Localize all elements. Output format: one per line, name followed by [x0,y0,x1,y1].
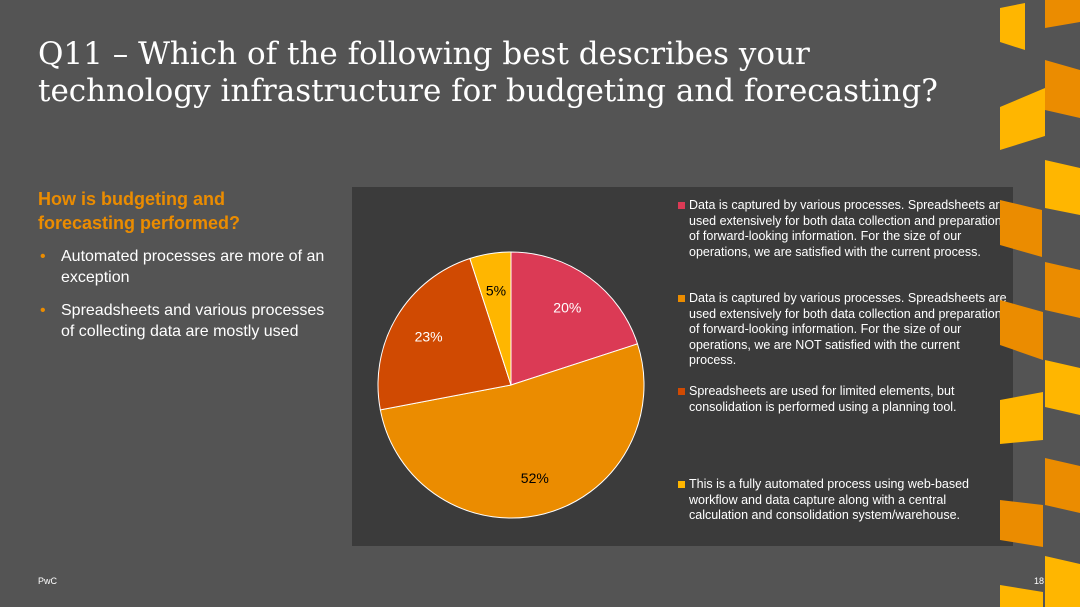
legend-label: Data is captured by various processes. S… [689,291,1007,367]
bullet-marker: • [40,248,46,265]
legend-swatch [678,388,685,395]
pie-data-label: 5% [486,282,506,298]
legend-item-satisfied: Data is captured by various processes. S… [678,198,1008,260]
bullet-item: • Automated processes are more of an exce… [38,246,328,288]
legend-item-planning-tool: Spreadsheets are used for limited elemen… [678,384,1008,415]
pie-slice [379,343,645,519]
legend-swatch [678,481,685,488]
legend-label: Data is captured by various processes. S… [689,198,1007,259]
pie-chart: 20% 52% 23% 5% [377,251,645,519]
pie-data-label: 23% [415,328,443,344]
legend-swatch [678,202,685,209]
decorative-chevron-pattern [1000,0,1080,607]
pie-slice [510,251,639,386]
slide-title: Q11 – Which of the following best descri… [38,36,938,109]
bullet-list: • Automated processes are more of an exce… [38,246,328,354]
pie-slice [469,251,512,386]
legend-item-fully-automated: This is a fully automated process using … [678,477,1008,524]
subheading: How is budgeting and forecasting perform… [38,189,241,233]
bullet-item: • Spreadsheets and various processes of c… [38,300,328,342]
footer-brand: PwC [38,576,58,586]
page-number: 18 [1033,576,1044,586]
legend-swatch [678,295,685,302]
pie-chart-panel: 20% 52% 23% 5% Data is captured by various … [352,187,1013,546]
legend-label: This is a fully automated process using … [689,477,970,522]
bullet-text: Automated processes are more of an excep… [61,248,325,286]
pie-slice [377,257,512,411]
pie-data-label: 52% [521,470,549,486]
legend-item-not-satisfied: Data is captured by various processes. S… [678,291,1008,369]
chart-legend: Data is captured by various processes. S… [678,198,1013,538]
pie-data-label: 20% [553,300,581,316]
legend-label: Spreadsheets are used for limited elemen… [689,384,957,414]
bullet-marker: • [40,302,46,319]
chevron-pattern-shapes [1000,0,1080,607]
bullet-text: Spreadsheets and various processes of co… [61,302,325,340]
